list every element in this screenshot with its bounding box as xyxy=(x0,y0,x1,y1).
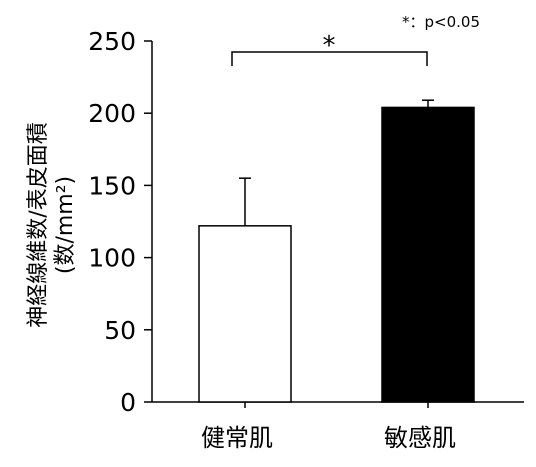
y-axis-label-line2: (数/mm²) xyxy=(53,176,78,274)
y-axis-label-line1: 神経線維数/表皮面積 xyxy=(26,122,51,327)
y-tick-label: 100 xyxy=(88,244,136,273)
significance-bracket xyxy=(231,51,428,66)
bar xyxy=(381,106,475,403)
y-tick-label: 250 xyxy=(88,27,136,56)
bar xyxy=(198,225,292,403)
significance-asterisk: * xyxy=(323,31,336,61)
x-category-label: 健常肌 xyxy=(201,424,273,452)
y-tick-label: 200 xyxy=(88,99,136,128)
significance-note: *：p<0.05 xyxy=(402,13,480,31)
x-category-label: 敏感肌 xyxy=(384,424,456,452)
y-tick-label: 0 xyxy=(120,388,136,417)
y-tick-label: 150 xyxy=(88,171,136,200)
y-tick-label: 50 xyxy=(104,316,136,345)
